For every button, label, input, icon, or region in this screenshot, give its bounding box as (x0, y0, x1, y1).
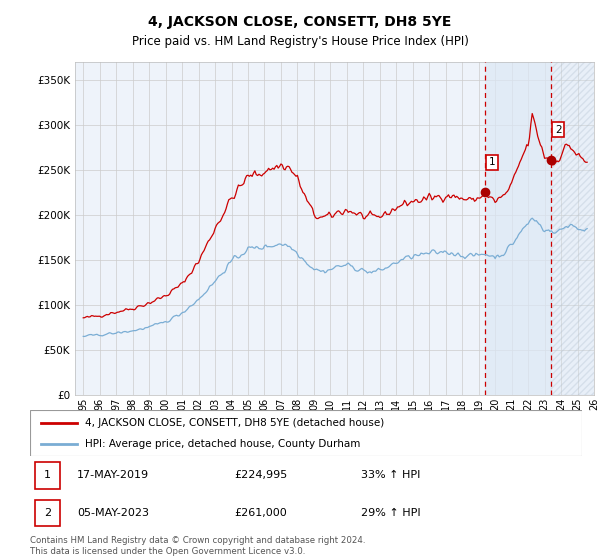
Text: £261,000: £261,000 (234, 508, 287, 518)
Bar (551, 62, 600, 395)
Bar (35, 462, 60, 488)
Text: 2: 2 (44, 508, 51, 518)
Text: 1: 1 (489, 157, 496, 167)
Text: 33% ↑ HPI: 33% ↑ HPI (361, 470, 421, 480)
Bar (485, 62, 551, 395)
Text: HPI: Average price, detached house, County Durham: HPI: Average price, detached house, Coun… (85, 439, 361, 449)
Text: £224,995: £224,995 (234, 470, 287, 480)
Text: 4, JACKSON CLOSE, CONSETT, DH8 5YE: 4, JACKSON CLOSE, CONSETT, DH8 5YE (148, 15, 452, 29)
Text: 05-MAY-2023: 05-MAY-2023 (77, 508, 149, 518)
Text: Contains HM Land Registry data © Crown copyright and database right 2024.: Contains HM Land Registry data © Crown c… (30, 536, 365, 545)
Text: 2: 2 (555, 125, 562, 135)
Text: 1: 1 (44, 470, 51, 480)
Text: This data is licensed under the Open Government Licence v3.0.: This data is licensed under the Open Gov… (30, 547, 305, 556)
Text: 29% ↑ HPI: 29% ↑ HPI (361, 508, 421, 518)
Text: Price paid vs. HM Land Registry's House Price Index (HPI): Price paid vs. HM Land Registry's House … (131, 35, 469, 48)
Bar (35, 500, 60, 526)
Text: 17-MAY-2019: 17-MAY-2019 (77, 470, 149, 480)
Text: 4, JACKSON CLOSE, CONSETT, DH8 5YE (detached house): 4, JACKSON CLOSE, CONSETT, DH8 5YE (deta… (85, 418, 385, 428)
